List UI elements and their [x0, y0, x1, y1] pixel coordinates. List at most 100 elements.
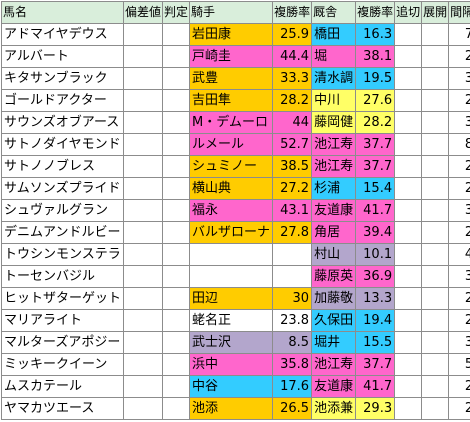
horse-name-cell[interactable]: マリアライト: [0, 309, 125, 332]
trainer-rate-cell[interactable]: 10.1: [355, 243, 396, 266]
jockey-rate-cell[interactable]: 43.1: [272, 199, 313, 222]
jockey-cell[interactable]: 田辺: [189, 287, 274, 310]
pace-cell[interactable]: [421, 155, 450, 178]
deviation-cell[interactable]: [123, 45, 164, 68]
jockey-rate-cell[interactable]: 8.5: [272, 331, 313, 354]
judgement-cell[interactable]: [162, 309, 191, 332]
jockey-rate-cell[interactable]: 23.8: [272, 309, 313, 332]
interval-cell[interactable]: 2: [448, 221, 470, 244]
workout-cell[interactable]: [394, 177, 423, 200]
deviation-cell[interactable]: [123, 23, 164, 46]
workout-cell[interactable]: [394, 331, 423, 354]
jockey-cell[interactable]: 蛯名正: [189, 309, 274, 332]
workout-cell[interactable]: [394, 265, 423, 288]
horse-name-cell[interactable]: デニムアンドルビー: [0, 221, 125, 244]
pace-cell[interactable]: [421, 45, 450, 68]
interval-cell[interactable]: 2: [448, 397, 470, 420]
horse-name-cell[interactable]: アドマイヤデウス: [0, 23, 125, 46]
interval-cell[interactable]: 2: [448, 45, 470, 68]
deviation-cell[interactable]: [123, 111, 164, 134]
pace-cell[interactable]: [421, 177, 450, 200]
jockey-rate-cell[interactable]: 44: [272, 111, 313, 134]
workout-cell[interactable]: [394, 397, 423, 420]
interval-cell[interactable]: 3: [448, 331, 470, 354]
pace-cell[interactable]: [421, 265, 450, 288]
trainer-rate-cell[interactable]: 37.7: [355, 133, 396, 156]
workout-cell[interactable]: [394, 45, 423, 68]
deviation-cell[interactable]: [123, 397, 164, 420]
workout-cell[interactable]: [394, 155, 423, 178]
trainer-rate-cell[interactable]: 16.3: [355, 23, 396, 46]
interval-cell[interactable]: 4: [448, 243, 470, 266]
judgement-cell[interactable]: [162, 199, 191, 222]
jockey-cell[interactable]: [189, 243, 274, 266]
trainer-rate-cell[interactable]: 19.4: [355, 309, 396, 332]
workout-cell[interactable]: [394, 309, 423, 332]
judgement-cell[interactable]: [162, 353, 191, 376]
jockey-rate-cell[interactable]: 25.9: [272, 23, 313, 46]
jockey-cell[interactable]: 浜中: [189, 353, 274, 376]
judgement-cell[interactable]: [162, 67, 191, 90]
judgement-cell[interactable]: [162, 155, 191, 178]
trainer-cell[interactable]: 友道康: [311, 199, 357, 222]
trainer-rate-cell[interactable]: 41.7: [355, 199, 396, 222]
trainer-cell[interactable]: 村山: [311, 243, 357, 266]
deviation-cell[interactable]: [123, 243, 164, 266]
deviation-cell[interactable]: [123, 199, 164, 222]
jockey-rate-cell[interactable]: 27.2: [272, 177, 313, 200]
trainer-rate-cell[interactable]: 28.2: [355, 111, 396, 134]
interval-cell[interactable]: 8: [448, 133, 470, 156]
trainer-cell[interactable]: 橋田: [311, 23, 357, 46]
interval-cell[interactable]: 2: [448, 89, 470, 112]
trainer-cell[interactable]: 中川: [311, 89, 357, 112]
trainer-cell[interactable]: 友道康: [311, 375, 357, 398]
jockey-rate-cell[interactable]: 35.8: [272, 353, 313, 376]
judgement-cell[interactable]: [162, 243, 191, 266]
horse-name-cell[interactable]: ゴールドアクター: [0, 89, 125, 112]
interval-cell[interactable]: 2: [448, 375, 470, 398]
jockey-cell[interactable]: 戸崎圭: [189, 45, 274, 68]
pace-cell[interactable]: [421, 331, 450, 354]
trainer-cell[interactable]: 堀: [311, 45, 357, 68]
pace-cell[interactable]: [421, 287, 450, 310]
workout-cell[interactable]: [394, 199, 423, 222]
horse-name-cell[interactable]: サウンズオブアース: [0, 111, 125, 134]
workout-cell[interactable]: [394, 221, 423, 244]
judgement-cell[interactable]: [162, 89, 191, 112]
deviation-cell[interactable]: [123, 155, 164, 178]
jockey-cell[interactable]: [189, 265, 274, 288]
trainer-cell[interactable]: 藤原英: [311, 265, 357, 288]
jockey-cell[interactable]: 武豊: [189, 67, 274, 90]
jockey-cell[interactable]: 池添: [189, 397, 274, 420]
deviation-cell[interactable]: [123, 133, 164, 156]
interval-cell[interactable]: 3: [448, 67, 470, 90]
deviation-cell[interactable]: [123, 375, 164, 398]
interval-cell[interactable]: 7: [448, 23, 470, 46]
judgement-cell[interactable]: [162, 111, 191, 134]
trainer-rate-cell[interactable]: 39.4: [355, 221, 396, 244]
horse-name-cell[interactable]: サトノノブレス: [0, 155, 125, 178]
trainer-cell[interactable]: 池江寿: [311, 353, 357, 376]
judgement-cell[interactable]: [162, 265, 191, 288]
jockey-cell[interactable]: シュミノー: [189, 155, 274, 178]
pace-cell[interactable]: [421, 133, 450, 156]
jockey-rate-cell[interactable]: 30: [272, 287, 313, 310]
horse-name-cell[interactable]: サムソンズプライド: [0, 177, 125, 200]
jockey-cell[interactable]: 中谷: [189, 375, 274, 398]
trainer-rate-cell[interactable]: 19.5: [355, 67, 396, 90]
jockey-cell[interactable]: バルザローナ: [189, 221, 274, 244]
pace-cell[interactable]: [421, 375, 450, 398]
jockey-cell[interactable]: 吉田隼: [189, 89, 274, 112]
pace-cell[interactable]: [421, 353, 450, 376]
